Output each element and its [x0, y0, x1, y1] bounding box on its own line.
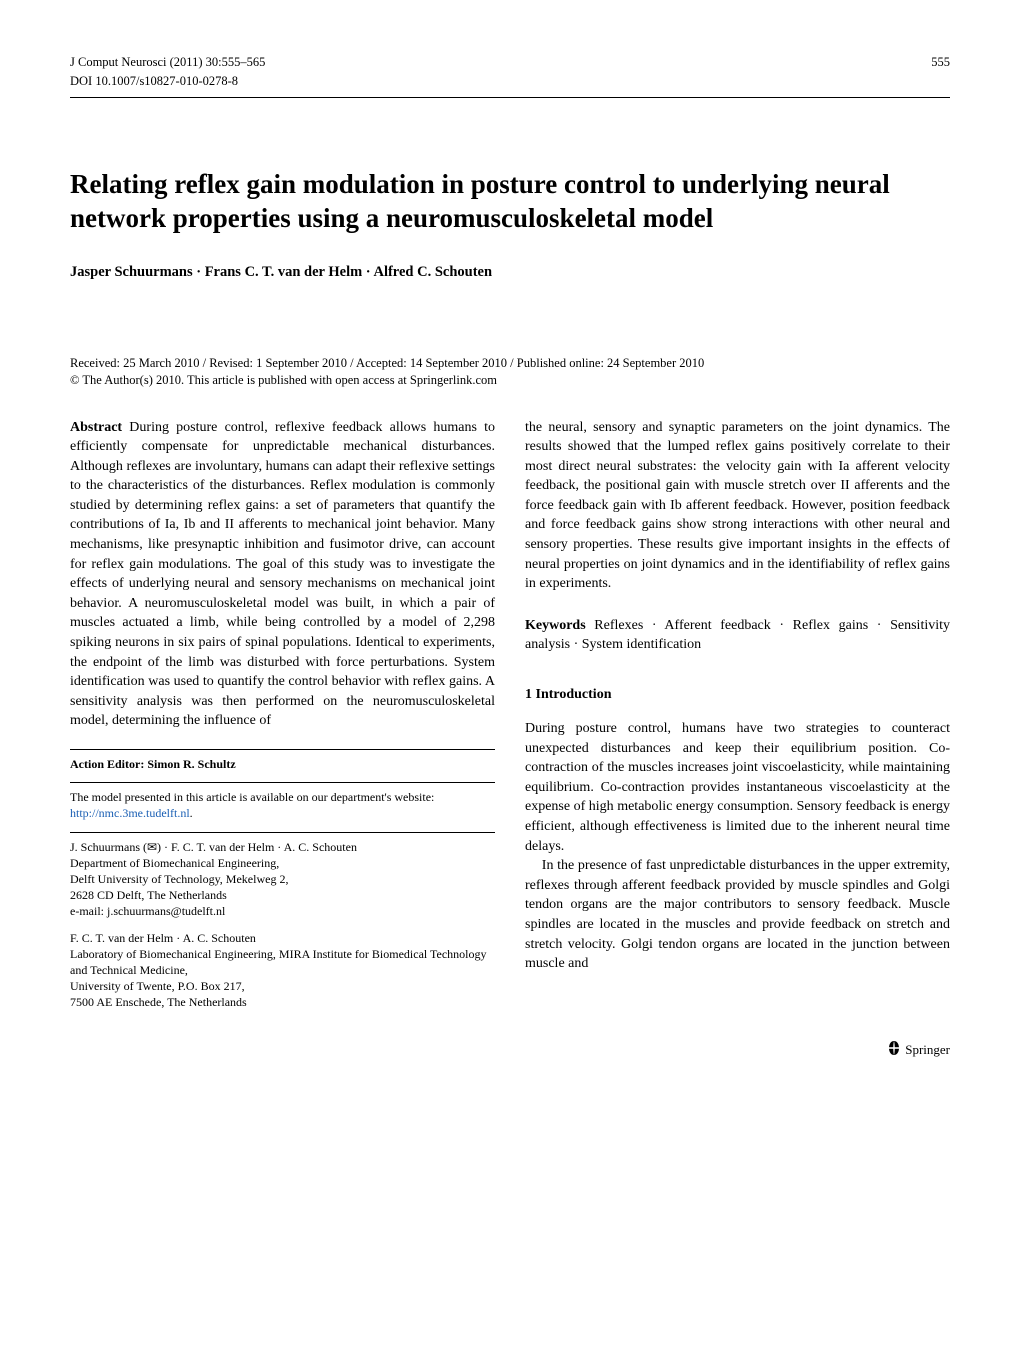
keywords-text: Reflexes · Afferent feedback · Reflex ga… [525, 618, 950, 653]
section-1-heading: 1 Introduction [525, 687, 950, 703]
affil1-email: e-mail: j.schuurmans@tudelft.nl [70, 903, 495, 919]
action-editor-label: Action Editor: [70, 757, 147, 771]
abstract-text-right: the neural, sensory and synaptic paramet… [525, 420, 950, 592]
abstract-label: Abstract [70, 420, 122, 435]
page-number: 555 [931, 55, 950, 70]
abstract-block-left: Abstract During posture control, reflexi… [70, 418, 495, 732]
action-editor-footnote: Action Editor: Simon R. Schultz [70, 756, 495, 772]
introduction-text: During posture control, humans have two … [525, 719, 950, 974]
springer-logo-icon [886, 1040, 902, 1060]
action-editor-name: Simon R. Schultz [147, 757, 235, 771]
keywords-block: Keywords Reflexes · Afferent feedback · … [525, 616, 950, 655]
footnotes-sub-rule-2 [70, 832, 495, 833]
affil2-dept: Laboratory of Biomechanical Engineering,… [70, 946, 495, 978]
journal-reference: J Comput Neurosci (2011) 30:555–565 [70, 55, 265, 70]
affil2-authors: F. C. T. van der Helm · A. C. Schouten [70, 930, 495, 946]
availability-suffix: . [190, 806, 193, 820]
copyright: © The Author(s) 2010. This article is pu… [70, 373, 950, 388]
affiliation-1: J. Schuurmans (✉) · F. C. T. van der Hel… [70, 839, 495, 920]
footnotes-sub-rule [70, 782, 495, 783]
intro-para-1: During posture control, humans have two … [525, 719, 950, 856]
intro-para-2: In the presence of fast unpredictable di… [525, 856, 950, 974]
abstract-block-right: the neural, sensory and synaptic paramet… [525, 418, 950, 594]
abstract-text-left: During posture control, reflexive feedba… [70, 420, 495, 729]
availability-text: The model presented in this article is a… [70, 790, 434, 804]
article-history: Received: 25 March 2010 / Revised: 1 Sep… [70, 356, 950, 371]
affil2-univ: University of Twente, P.O. Box 217, [70, 978, 495, 994]
page-footer: Springer [70, 1040, 950, 1060]
affil1-authors: J. Schuurmans (✉) · F. C. T. van der Hel… [70, 839, 495, 855]
availability-link[interactable]: http://nmc.3me.tudelft.nl [70, 806, 190, 820]
authors: Jasper Schuurmans · Frans C. T. van der … [70, 264, 950, 281]
keywords-label: Keywords [525, 618, 586, 633]
article-title: Relating reflex gain modulation in postu… [70, 168, 950, 236]
affil1-city: 2628 CD Delft, The Netherlands [70, 887, 495, 903]
footnotes-rule [70, 749, 495, 750]
affil1-univ: Delft University of Technology, Mekelweg… [70, 871, 495, 887]
affil1-dept: Department of Biomechanical Engineering, [70, 855, 495, 871]
availability-footnote: The model presented in this article is a… [70, 789, 495, 821]
affil2-city: 7500 AE Enschede, The Netherlands [70, 994, 495, 1010]
doi: DOI 10.1007/s10827-010-0278-8 [70, 74, 950, 89]
header-rule [70, 97, 950, 98]
publisher-name: Springer [905, 1042, 950, 1057]
affiliation-2: F. C. T. van der Helm · A. C. Schouten L… [70, 930, 495, 1011]
